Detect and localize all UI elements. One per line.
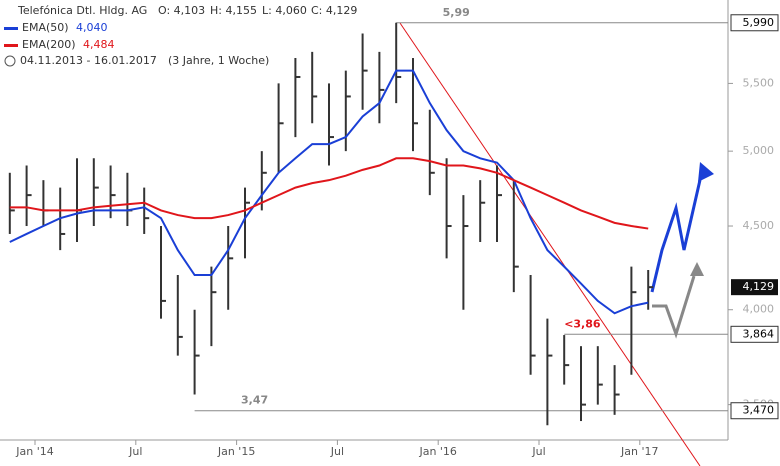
x-tick-label: Jul <box>128 445 142 458</box>
last-label: 4,129 <box>743 280 775 293</box>
level-box <box>730 325 779 343</box>
ema-line <box>9 157 649 230</box>
level-box <box>730 14 779 32</box>
arrow-head <box>698 162 714 182</box>
clock-icon <box>4 55 16 67</box>
period-span: (3 Jahre, 1 Woche) <box>168 54 269 67</box>
chart-title: Telefónica Dtl. Hldg. AG <box>17 4 147 17</box>
trend-line <box>399 22 701 466</box>
x-tick-label: Jan '15 <box>217 445 255 458</box>
legend-value: 4,040 <box>76 21 108 34</box>
x-tick-label: Jan '14 <box>15 445 53 458</box>
legend-label: EMA(50) <box>22 21 69 34</box>
ohlc-close: C: 4,129 <box>311 4 357 17</box>
level-annotation: 3,47 <box>241 394 268 407</box>
y-tick-label: 5,500 <box>743 76 775 89</box>
legend-swatch <box>4 44 18 47</box>
y-tick-label: 4,000 <box>743 303 775 316</box>
y-tick-label: 5,000 <box>743 144 775 157</box>
x-tick-label: Jul <box>330 445 344 458</box>
x-tick-label: Jan '16 <box>418 445 456 458</box>
legend-swatch <box>4 27 18 30</box>
legend-value: 4,484 <box>83 38 115 51</box>
period: 04.11.2013 - 16.01.2017 <box>20 54 157 67</box>
arrow-head <box>690 262 704 276</box>
legend-label: EMA(200) <box>22 38 76 51</box>
ohlc-high: H: 4,155 <box>210 4 257 17</box>
x-tick-label: Jan '17 <box>620 445 658 458</box>
level-label: 3,864 <box>743 327 775 340</box>
level-annotation: <3,86 <box>564 317 601 330</box>
y-tick-label: 4,500 <box>743 219 775 232</box>
ema-line <box>9 69 649 315</box>
forecast-arrow-alt <box>652 275 696 339</box>
ohlc-low: L: 4,060 <box>262 4 307 17</box>
level-label: 5,990 <box>743 16 775 29</box>
ohlc-open: O: 4,103 <box>158 4 205 17</box>
level-annotation: 5,99 <box>443 6 470 19</box>
last-box <box>731 279 778 296</box>
forecast-arrow-up <box>650 179 702 293</box>
level-box <box>730 402 779 420</box>
level-label: 3,470 <box>743 404 775 417</box>
x-tick-label: Jul <box>531 445 545 458</box>
